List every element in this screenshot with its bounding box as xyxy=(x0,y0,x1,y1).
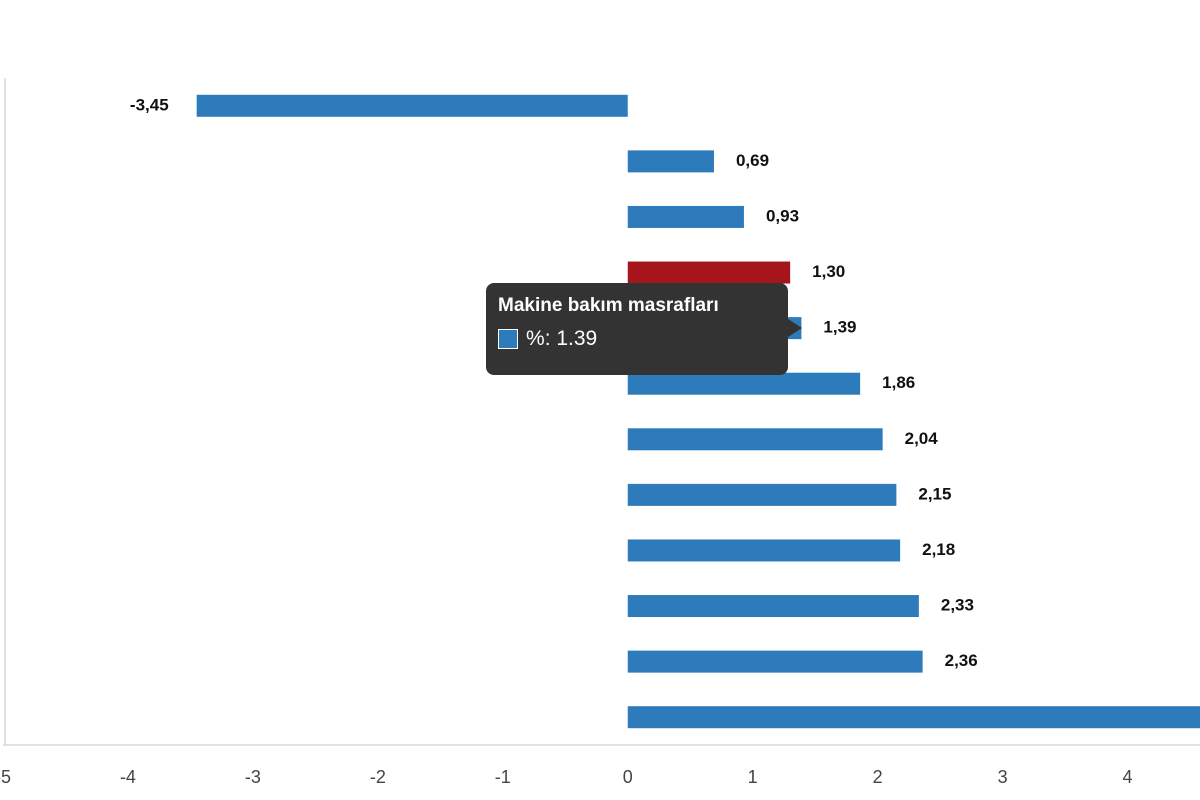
value-label: 2,33 xyxy=(941,596,974,615)
x-tick-label: 0 xyxy=(623,767,633,787)
bars xyxy=(196,94,1200,729)
value-label: 0,93 xyxy=(766,206,799,225)
value-label: 2,36 xyxy=(945,651,978,670)
x-tick-label: 2 xyxy=(873,767,883,787)
value-label: 2,15 xyxy=(918,484,951,503)
bar xyxy=(627,539,901,562)
bar xyxy=(627,650,923,673)
bar xyxy=(627,261,791,284)
bar xyxy=(627,483,897,506)
bar xyxy=(627,150,714,173)
value-label: 0,69 xyxy=(736,151,769,170)
value-label: -3,45 xyxy=(130,95,169,114)
x-tick-label: -3 xyxy=(245,767,261,787)
bar xyxy=(627,205,744,228)
value-label: 2,18 xyxy=(922,540,955,559)
tooltip-swatch xyxy=(498,329,518,349)
value-label: 2,04 xyxy=(905,429,939,448)
x-tick-label: -1 xyxy=(495,767,511,787)
bar xyxy=(196,94,628,117)
x-tick-label: 1 xyxy=(748,767,758,787)
tooltip-series: % xyxy=(526,327,556,351)
tooltip-title: Makine bakım masrafları xyxy=(498,295,719,316)
bar xyxy=(627,428,883,451)
value-label: 1,39 xyxy=(823,318,856,337)
value-label: 1,86 xyxy=(882,373,915,392)
bar xyxy=(627,372,861,395)
tooltip-value: 1.39 xyxy=(556,327,598,350)
tooltip-row: % 1.39 xyxy=(498,327,776,351)
bar xyxy=(627,595,919,618)
tooltip: Makine bakım masrafları % 1.39 xyxy=(486,283,802,375)
x-tick-label: -4 xyxy=(120,767,136,787)
bar xyxy=(627,706,1200,729)
x-tick-label: 3 xyxy=(998,767,1008,787)
value-label: 1,30 xyxy=(812,262,845,281)
x-tick-label: 4 xyxy=(1123,767,1133,787)
x-tick-label: -2 xyxy=(370,767,386,787)
x-tick-label: -5 xyxy=(0,767,11,787)
